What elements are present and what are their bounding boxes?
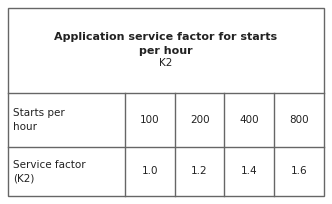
Text: K2: K2	[159, 59, 173, 69]
Text: 1.0: 1.0	[141, 166, 158, 176]
Text: 100: 100	[140, 115, 160, 125]
Text: 400: 400	[239, 115, 259, 125]
Text: per hour: per hour	[139, 45, 193, 55]
Text: 1.2: 1.2	[191, 166, 208, 176]
Text: 800: 800	[289, 115, 309, 125]
Text: Service factor
(K2): Service factor (K2)	[13, 160, 86, 183]
Text: 1.6: 1.6	[291, 166, 307, 176]
Text: 1.4: 1.4	[241, 166, 258, 176]
Text: Application service factor for starts: Application service factor for starts	[54, 31, 278, 41]
Text: 200: 200	[190, 115, 209, 125]
Text: Starts per
hour: Starts per hour	[13, 108, 65, 132]
